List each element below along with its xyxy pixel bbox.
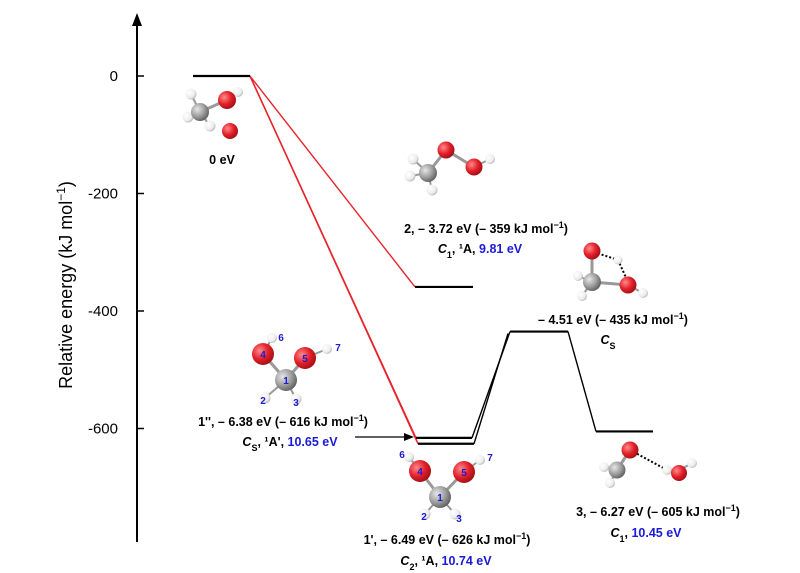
atom-label: 7	[487, 453, 493, 464]
label-ts-energy: – 4.51 eV (– 435 kJ mol−1)	[538, 311, 688, 327]
y-axis: 0 -200 -400 -600 Relative energy (kJ mol−1)	[54, 13, 144, 542]
atom-label: 3	[293, 398, 299, 409]
path-reactant-to-int2	[249, 75, 416, 288]
y-ticks: 0 -200 -400 -600	[88, 68, 144, 438]
label-ts-symmetry: CS	[600, 333, 615, 351]
label-reactant: 0 eV	[209, 153, 235, 167]
y-tick-label: -600	[88, 421, 118, 438]
atom-label: 2	[260, 396, 266, 407]
molecule-int1p: 1 2 3 4 5 6 7	[399, 450, 493, 525]
atom-label: 3	[456, 514, 462, 525]
atom-label: 2	[421, 512, 427, 523]
y-tick-label: 0	[110, 68, 118, 85]
molecule-reactant	[182, 87, 243, 139]
atom-label: 6	[278, 333, 284, 344]
atom-label: 4	[260, 350, 266, 361]
molecule-int1pp: 1 2 3 4 5 6 7	[252, 333, 341, 409]
path-ts-to-prod3	[567, 331, 597, 432]
label-prod3-state: C1, 10.45 eV	[610, 526, 682, 544]
atom-label: 6	[399, 450, 405, 461]
energy-levels	[193, 74, 653, 445]
label-int1pp-energy: 1'', – 6.38 eV (– 616 kJ mol−1)	[198, 413, 368, 429]
label-int1p-state: C2, ¹A, 10.74 eV	[400, 554, 492, 572]
label-int2-energy: 2, – 3.72 eV (– 359 kJ mol−1)	[404, 220, 568, 236]
atom-label: 5	[302, 354, 308, 365]
label-int2-state: C1, ¹A, 9.81 eV	[438, 242, 523, 260]
atom-label: 7	[335, 343, 341, 354]
molecule-ts	[573, 242, 648, 301]
atom-label: 4	[417, 467, 423, 478]
y-tick-label: -400	[88, 303, 118, 320]
molecule-prod3	[599, 441, 697, 488]
path-reactant-to-int1pp-2	[249, 75, 418, 442]
atom-label: 1	[437, 493, 443, 504]
path-int1p-to-ts	[473, 333, 509, 444]
y-axis-label: Relative energy (kJ mol−1)	[54, 181, 76, 389]
y-tick-label: -200	[88, 186, 118, 203]
molecule-int2	[404, 141, 495, 196]
label-int1p-energy: 1', – 6.49 eV (– 626 kJ mol−1)	[364, 531, 531, 547]
y-axis-arrow	[132, 13, 142, 26]
atom-label: 1	[283, 376, 289, 387]
atom-label: 5	[461, 468, 467, 479]
pointer-arrow	[355, 433, 414, 441]
label-int1pp-state: CS, ¹A', 10.65 eV	[242, 435, 338, 453]
label-prod3-energy: 3, – 6.27 eV (– 605 kJ mol−1)	[576, 503, 740, 519]
reaction-paths	[249, 75, 597, 445]
